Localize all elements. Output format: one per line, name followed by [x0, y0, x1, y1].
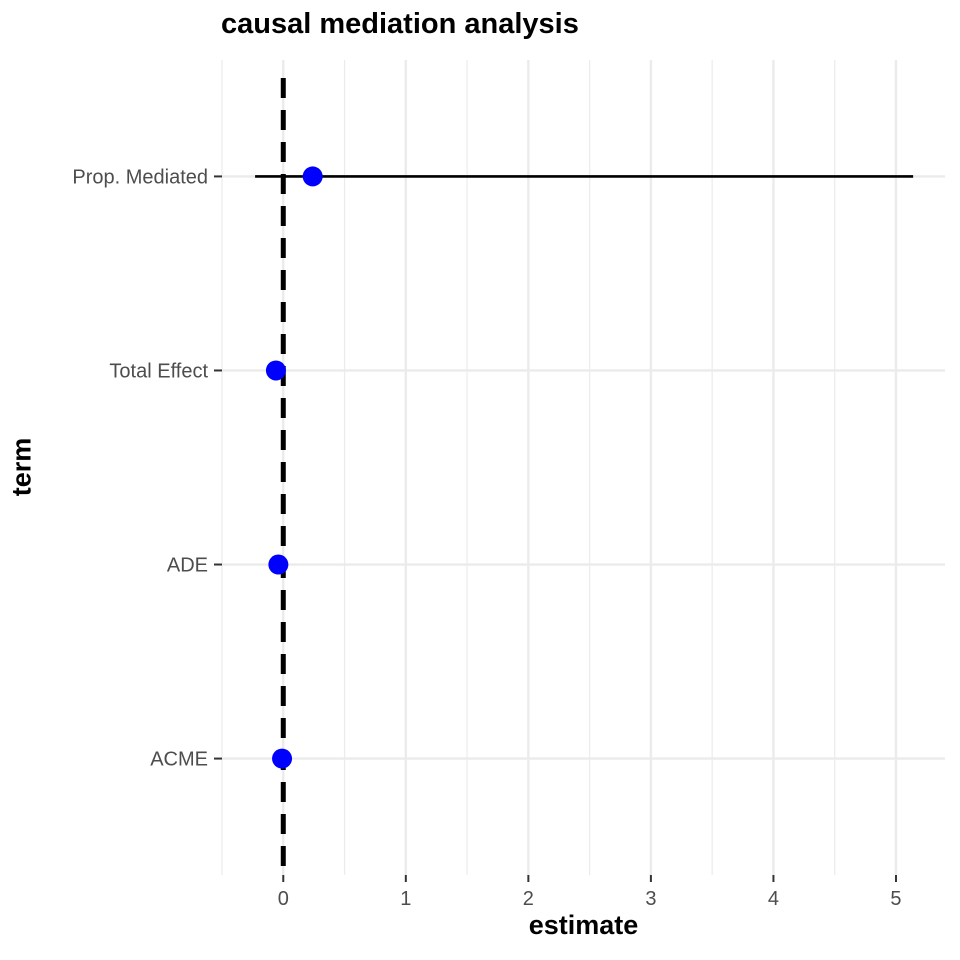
y-tick-label: ACME: [150, 749, 208, 771]
errorbar-layer: [255, 175, 914, 760]
estimate-point: [268, 554, 289, 575]
x-tick-label: 3: [645, 888, 656, 910]
x-tick-label: 0: [278, 888, 289, 910]
y-axis: ACME ADE Total Effect Prop. Mediated: [72, 166, 222, 771]
point-layer: [265, 166, 323, 769]
x-axis: 0 1 2 3 4 5: [278, 875, 902, 910]
y-tick-label: ADE: [167, 555, 208, 577]
x-tick-label: 2: [523, 888, 534, 910]
estimate-point: [272, 748, 293, 769]
y-tick-label: Prop. Mediated: [72, 166, 208, 188]
x-tick-label: 1: [400, 888, 411, 910]
y-axis-title: term: [6, 437, 37, 497]
x-tick-label: 4: [768, 888, 779, 910]
y-tick-label: Total Effect: [109, 360, 208, 382]
x-tick-label: 5: [890, 888, 901, 910]
chart-title: causal mediation analysis: [221, 8, 579, 40]
x-axis-title: estimate: [528, 910, 639, 940]
estimate-point: [265, 360, 286, 381]
grid-layer: [221, 60, 945, 875]
estimate-point: [302, 166, 323, 187]
